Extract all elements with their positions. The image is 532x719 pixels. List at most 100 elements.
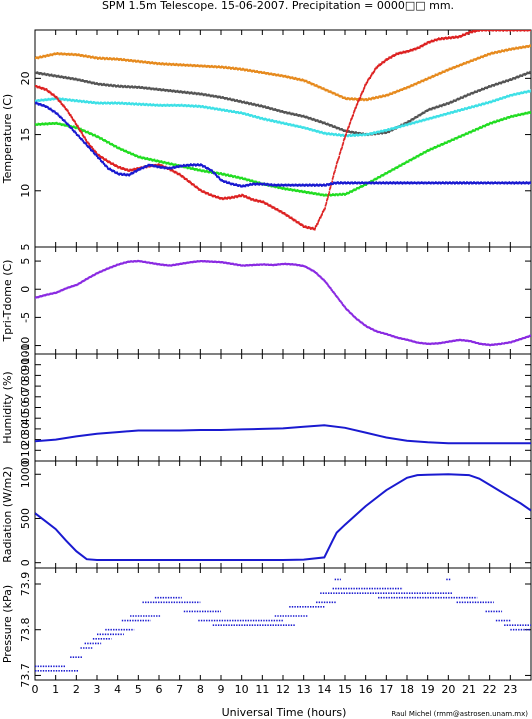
data-point: [375, 132, 378, 134]
data-point: [56, 122, 58, 124]
data-point: [463, 134, 465, 137]
data-point: [169, 89, 172, 91]
data-point: [505, 117, 508, 120]
data-point: [416, 115, 419, 118]
data-point: [449, 112, 451, 115]
data-point: [512, 115, 515, 118]
data-point: [482, 56, 484, 59]
data-point: [53, 94, 55, 97]
data-point: [443, 142, 445, 145]
data-point: [219, 95, 221, 98]
data-point: [108, 141, 111, 144]
data-point: [362, 184, 365, 187]
data-point: [372, 132, 375, 135]
data-point: [199, 168, 201, 171]
data-point: [254, 115, 257, 117]
data-point: [295, 113, 298, 115]
data-point: [448, 68, 450, 71]
data-point: [304, 126, 306, 129]
data-point: [314, 129, 316, 131]
data-point: [137, 59, 140, 62]
data-point: [178, 103, 180, 106]
data-point: [290, 123, 292, 126]
credit-text: Raul Michel (rmm@astrosen.unam.mx): [391, 710, 528, 718]
data-point: [77, 125, 79, 128]
data-point: [400, 164, 403, 167]
y-axis-title: Temperature (C): [1, 94, 14, 184]
data-point: [208, 65, 210, 67]
data-point: [292, 112, 295, 115]
data-point: [392, 128, 395, 131]
data-point: [138, 86, 141, 88]
data-point: [362, 132, 364, 135]
data-point: [132, 152, 135, 155]
data-point: [329, 193, 331, 196]
data-point: [318, 130, 320, 133]
data-point: [79, 78, 81, 81]
data-point: [171, 103, 173, 106]
chart-title: SPM 1.5m Telescope. 15-06-2007. Precipit…: [102, 0, 454, 12]
data-point: [281, 110, 284, 112]
data-point: [42, 99, 45, 102]
data-point: [341, 95, 343, 98]
data-point: [417, 155, 420, 158]
data-point: [439, 115, 441, 117]
data-point: [274, 73, 277, 76]
data-point: [465, 62, 467, 65]
data-point: [436, 145, 438, 148]
data-point: [408, 86, 411, 89]
data-point: [308, 191, 310, 194]
data-point: [480, 88, 483, 91]
data-point: [57, 98, 59, 101]
data-point: [309, 116, 312, 119]
data-point: [129, 151, 132, 154]
data-point: [101, 138, 104, 140]
data-point: [61, 103, 64, 106]
data-point: [60, 101, 62, 104]
data-point: [429, 148, 431, 151]
data-point: [505, 96, 508, 98]
data-point: [487, 86, 490, 89]
data-point: [423, 111, 426, 114]
data-point: [388, 131, 390, 134]
data-point: [494, 99, 497, 102]
data-point: [422, 152, 424, 155]
data-point: [450, 139, 452, 142]
data-point: [412, 84, 415, 87]
data-point: [522, 92, 525, 94]
data-point: [63, 105, 65, 107]
data-point: [118, 146, 121, 149]
data-point: [44, 123, 46, 126]
data-point: [78, 53, 80, 56]
series-points-1: [35, 44, 531, 102]
data-point: [468, 61, 470, 64]
data-point: [386, 172, 389, 174]
data-point: [446, 141, 448, 144]
data-point: [397, 165, 400, 168]
data-point: [260, 71, 263, 73]
data-point: [510, 48, 513, 51]
data-point: [297, 125, 299, 127]
data-point: [244, 112, 247, 115]
data-point: [68, 112, 71, 115]
data-point: [402, 88, 405, 90]
data-point: [166, 89, 169, 91]
data-point: [71, 52, 73, 55]
series-points-4: [35, 111, 531, 197]
data-point: [258, 181, 261, 184]
series-points-3: [35, 89, 531, 138]
data-point: [152, 87, 155, 90]
data-point: [112, 144, 115, 147]
data-point: [115, 145, 118, 148]
data-point: [42, 55, 44, 58]
data-point: [426, 78, 429, 81]
data-point: [248, 179, 251, 181]
data-point: [409, 120, 412, 122]
data-point: [212, 94, 214, 97]
data-point: [134, 59, 137, 62]
data-point: [115, 58, 118, 61]
data-point: [51, 123, 53, 125]
data-point: [104, 101, 106, 104]
